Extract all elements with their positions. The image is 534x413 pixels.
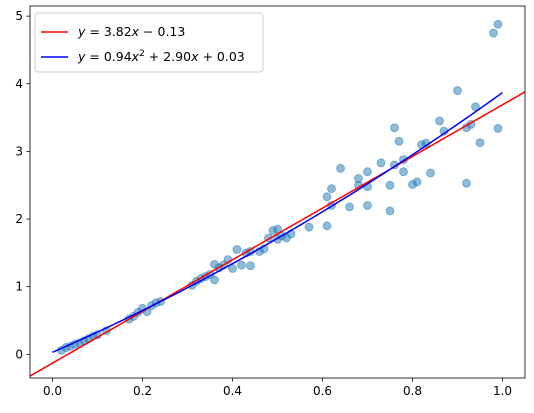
scatter-point-44 — [322, 192, 332, 202]
scatter-point-61 — [399, 167, 408, 177]
scatter-point-56 — [385, 206, 395, 216]
legend-box — [34, 12, 264, 73]
scatter-point-72 — [462, 178, 471, 188]
scatter-point-78 — [493, 124, 503, 133]
y-tick-label-1: 1 — [15, 280, 23, 294]
y-tick-label-3: 3 — [15, 144, 23, 158]
plot-frame — [29, 5, 526, 379]
scatter-point-43 — [304, 222, 314, 232]
scatter-point-54 — [363, 167, 372, 177]
scatter-point-45 — [322, 221, 332, 231]
y-tick-label-2: 2 — [15, 212, 23, 226]
x-tick-label-2: 0.4 — [223, 384, 242, 398]
scatter-point-55 — [376, 158, 386, 168]
scatter-point-74 — [471, 102, 480, 112]
x-tick-label-0: 0.0 — [43, 384, 62, 398]
scatter-point-60 — [394, 136, 404, 146]
x-tick-label-3: 0.6 — [313, 384, 332, 398]
legend-label-quadratic: y = 0.94x2 + 2.90x + 0.03 — [77, 49, 245, 64]
scatter-point-70 — [453, 86, 462, 95]
legend-label-linear: y = 3.82x − 0.13 — [77, 24, 185, 39]
fit-lines — [30, 91, 525, 377]
scatter-point-57 — [385, 180, 395, 190]
scatter-point-68 — [435, 116, 444, 126]
scatter-point-48 — [336, 163, 345, 173]
x-tick-label-1: 0.2 — [133, 384, 152, 398]
scatter-point-58 — [390, 123, 399, 133]
scatter-point-75 — [475, 138, 485, 148]
y-tick-label-0: 0 — [15, 347, 23, 361]
fit-line-linear — [30, 91, 525, 377]
scatter-point-33 — [246, 261, 255, 271]
x-axis: 0.0 0.2 0.4 0.6 0.8 1.0 — [43, 378, 512, 398]
scatter-point-47 — [327, 184, 336, 194]
scatter-point-53 — [363, 201, 372, 210]
scatter-point-64 — [412, 177, 422, 187]
legend: y = 3.82x − 0.13 y = 0.94x2 + 2.90x + 0.… — [34, 12, 264, 73]
scatter-point-30 — [237, 260, 246, 270]
scatter-point-29 — [232, 245, 242, 254]
fit-line-quadratic — [52, 91, 503, 353]
y-tick-label-5: 5 — [15, 9, 23, 23]
y-axis: 0 1 2 3 4 5 — [15, 9, 30, 361]
scatter-point-23 — [210, 275, 219, 285]
y-tick-label-4: 4 — [15, 77, 23, 91]
scatter-point-76 — [489, 28, 498, 38]
scatter-point-49 — [345, 202, 354, 212]
scatter-point-67 — [426, 168, 435, 178]
x-tick-label-5: 1.0 — [493, 384, 512, 398]
x-tick-label-4: 0.8 — [403, 384, 422, 398]
scatter-point-77 — [493, 19, 503, 29]
